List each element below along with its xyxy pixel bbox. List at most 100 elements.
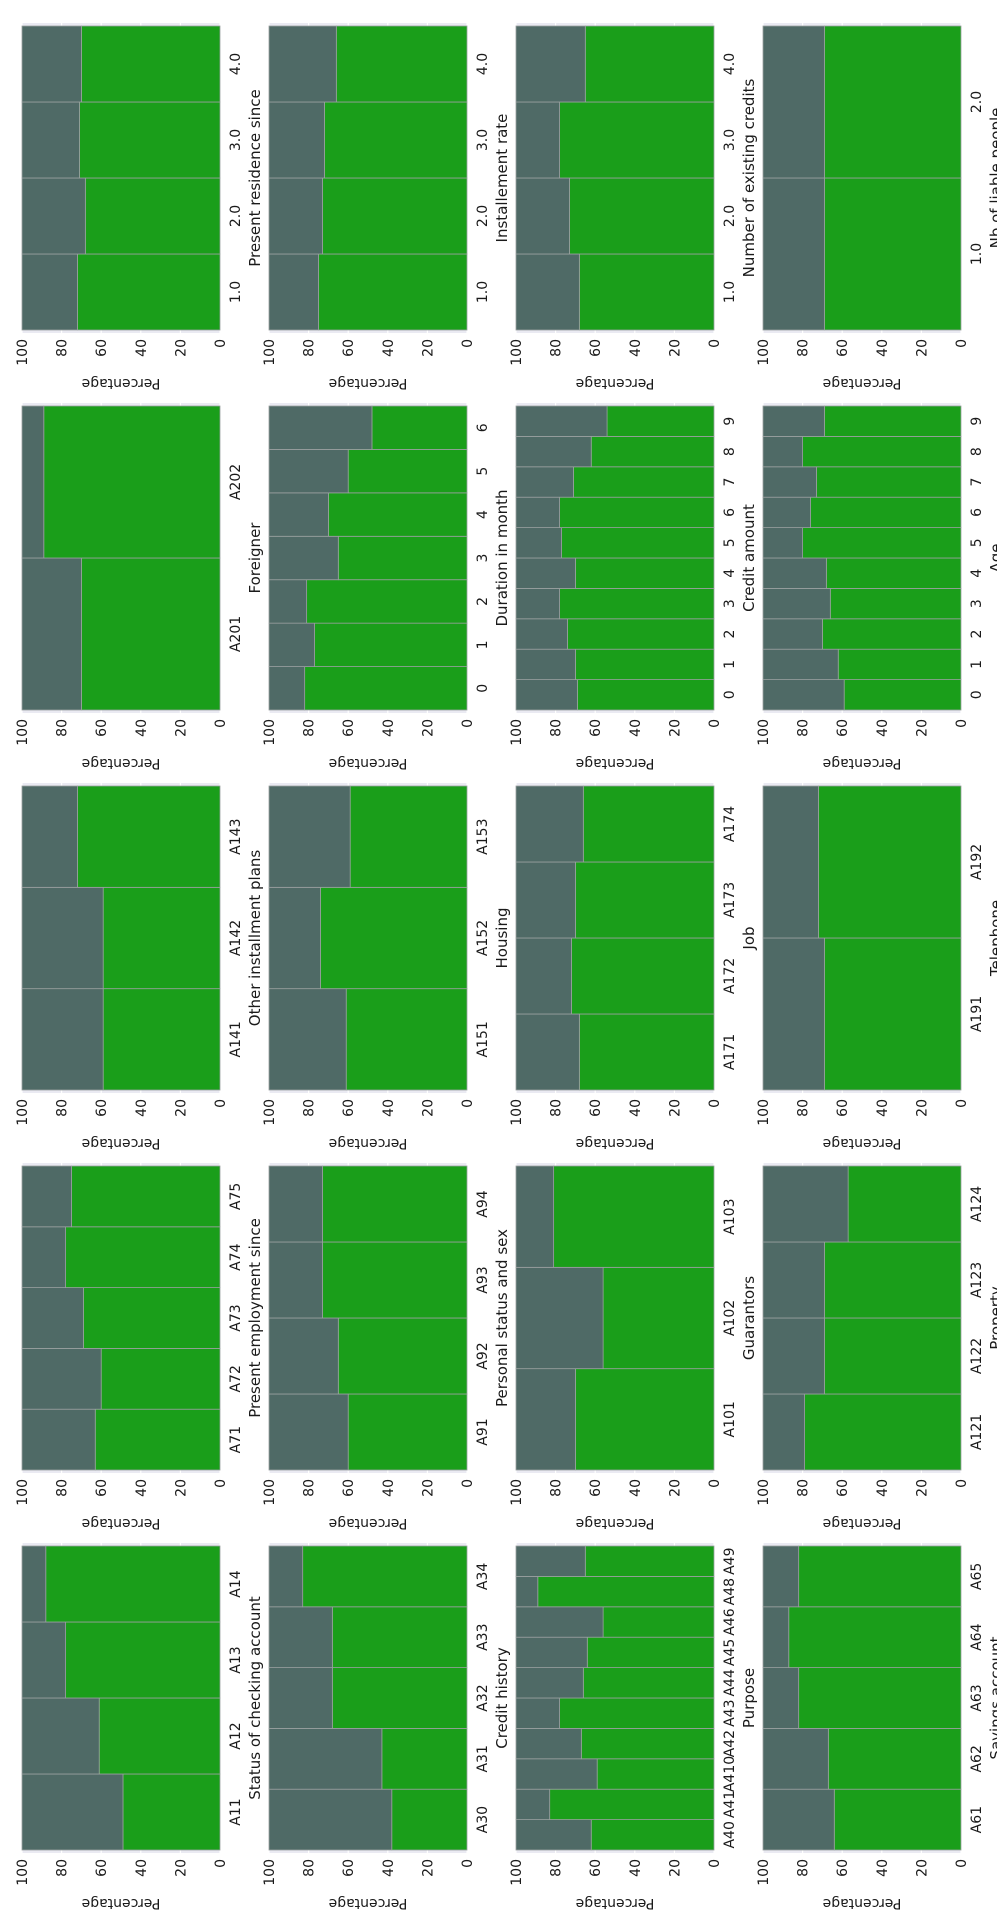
bar-good: [823, 1241, 962, 1319]
bar-bad: [762, 1667, 800, 1729]
y-tick-label: 40: [875, 339, 891, 357]
y-tick-label: 100: [262, 1479, 278, 1506]
bar-bad: [21, 1287, 84, 1349]
x-tick-label: A102: [722, 1300, 738, 1336]
bar-good: [79, 101, 221, 179]
x-tick-label: A63: [969, 1684, 985, 1711]
bar-good: [823, 405, 962, 437]
bar-bad: [762, 679, 845, 711]
y-tick-label: 80: [302, 339, 318, 357]
y-tick-label: 60: [94, 1099, 110, 1117]
x-tick-label: 2: [475, 597, 491, 606]
x-tick-label: 1: [969, 660, 985, 669]
y-tick-label: 80: [796, 719, 812, 737]
bar-bad: [21, 253, 78, 331]
x-tick-label: A142: [228, 920, 244, 956]
x-axis-label: Status of checking account: [246, 1596, 264, 1800]
x-tick-label: A40: [722, 1821, 738, 1848]
bar-good: [102, 886, 221, 990]
bar-good: [77, 253, 221, 331]
bar-good: [328, 492, 468, 537]
x-tick-label: A65: [969, 1563, 985, 1590]
bar-bad: [762, 435, 803, 468]
y-tick-label: 20: [667, 1479, 683, 1497]
x-tick-label: A151: [475, 1021, 491, 1057]
bar-good: [810, 496, 962, 529]
x-axis-label: Age: [987, 543, 997, 572]
y-tick-label: 60: [835, 719, 851, 737]
y-tick-label: 0: [707, 1479, 723, 1488]
y-tick-label: 60: [341, 1859, 357, 1877]
y-tick-label: 40: [628, 1099, 644, 1117]
bar-good: [559, 496, 715, 529]
bar-bad: [268, 1165, 323, 1243]
y-tick-label: 0: [460, 719, 476, 728]
bar-bad: [515, 1165, 555, 1268]
bar-bad: [21, 557, 82, 711]
bar-bad: [762, 1727, 829, 1790]
bar-good: [77, 785, 221, 888]
bar-good: [81, 25, 221, 103]
y-tick-label: 20: [914, 1859, 930, 1877]
y-tick-label: 0: [213, 339, 229, 348]
x-tick-label: A33: [475, 1623, 491, 1650]
x-tick-label: A62: [969, 1745, 985, 1772]
bar-bad: [515, 648, 576, 680]
bar-bad: [268, 449, 349, 494]
bar-bad: [268, 988, 347, 1091]
bar-bad: [762, 177, 825, 331]
x-tick-label: A34: [475, 1563, 491, 1590]
bar-good: [322, 1165, 468, 1243]
bar-bad: [515, 1266, 604, 1370]
y-axis-label: Percentage: [576, 755, 655, 771]
bar-good: [833, 1788, 962, 1851]
bar-bad: [268, 405, 373, 450]
y-tick-label: 100: [509, 1479, 525, 1506]
x-tick-label: A72: [228, 1365, 244, 1392]
bar-good: [804, 1393, 962, 1471]
bar-good: [322, 1241, 468, 1319]
x-axis-label: Purpose: [740, 1668, 758, 1728]
bar-good: [549, 1788, 715, 1820]
y-tick-label: 0: [707, 339, 723, 348]
bar-bad: [762, 1545, 800, 1608]
y-axis-label: Percentage: [823, 1135, 902, 1151]
x-axis-label: Credit history: [493, 1647, 511, 1749]
bar-bad: [515, 618, 568, 650]
bar-bad: [515, 435, 592, 468]
y-tick-label: 60: [835, 1479, 851, 1497]
bar-bad: [762, 557, 827, 589]
x-tick-label: A101: [722, 1401, 738, 1437]
bar-bad: [515, 1819, 592, 1851]
x-tick-label: A41: [722, 1791, 738, 1818]
y-tick-label: 0: [954, 339, 970, 348]
bar-good: [802, 527, 962, 559]
x-tick-label: 1.0: [475, 281, 491, 303]
bar-bad: [762, 405, 825, 437]
bar-good: [559, 588, 715, 620]
bar-good: [43, 405, 221, 559]
bar-bad: [268, 579, 308, 624]
y-tick-label: 60: [835, 1099, 851, 1117]
bar-good: [573, 466, 715, 498]
y-tick-label: 40: [381, 1479, 397, 1497]
bar-good: [578, 1013, 715, 1091]
x-tick-label: 5: [722, 538, 738, 547]
x-tick-label: A93: [475, 1266, 491, 1293]
bar-good: [331, 1667, 468, 1729]
y-axis-label: Percentage: [576, 375, 655, 391]
subplot-7: 0 20 40 60 80 100 A121 A122 A123 A124 Property Perc…: [756, 1163, 997, 1531]
bar-good: [843, 679, 962, 711]
y-tick-label: 0: [954, 1099, 970, 1108]
bar-bad: [515, 588, 560, 620]
y-tick-label: 80: [302, 719, 318, 737]
bar-good: [322, 177, 468, 255]
x-tick-label: 1.0: [722, 281, 738, 303]
bar-good: [823, 937, 962, 1091]
y-tick-label: 60: [341, 339, 357, 357]
y-tick-label: 20: [420, 1479, 436, 1497]
